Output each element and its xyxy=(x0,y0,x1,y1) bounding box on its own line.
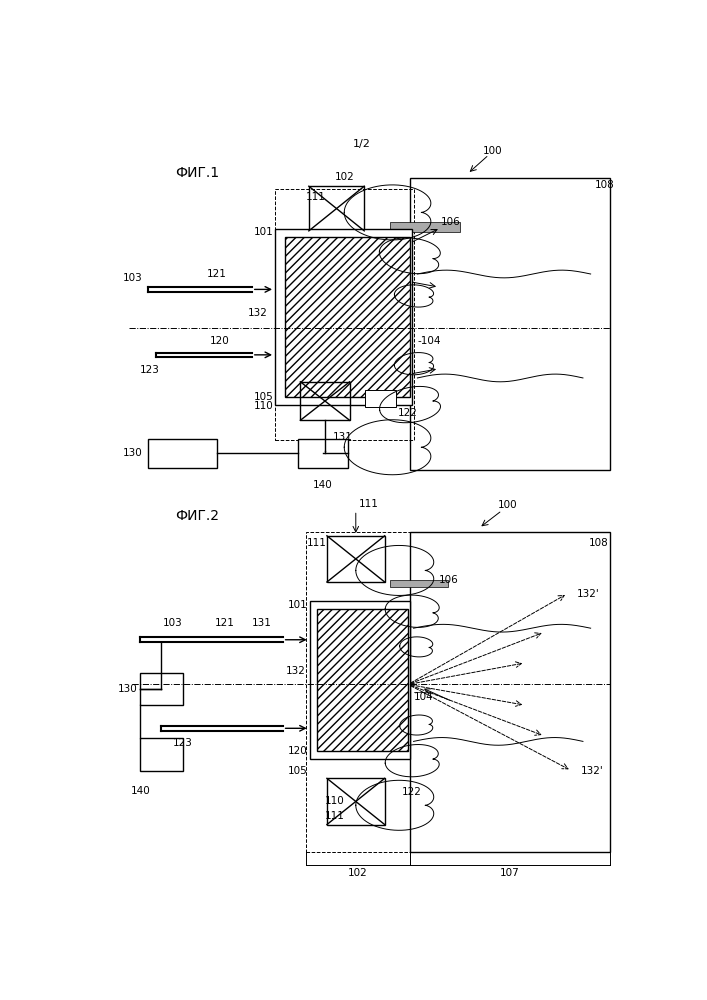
Text: 120: 120 xyxy=(210,336,229,346)
Text: 111: 111 xyxy=(305,192,326,202)
Text: 111: 111 xyxy=(359,499,379,509)
Text: 101: 101 xyxy=(288,600,308,610)
Text: 132': 132' xyxy=(580,766,603,776)
Text: ФИГ.2: ФИГ.2 xyxy=(175,509,219,523)
Text: 132: 132 xyxy=(286,666,305,676)
Text: 132: 132 xyxy=(247,308,267,318)
Text: 1/2: 1/2 xyxy=(353,139,371,149)
Bar xyxy=(310,601,409,759)
Bar xyxy=(140,738,182,771)
Bar xyxy=(305,532,409,852)
Text: 122: 122 xyxy=(402,787,422,797)
Text: 131: 131 xyxy=(252,618,271,628)
Text: 132': 132' xyxy=(577,589,600,599)
Text: 121: 121 xyxy=(215,618,235,628)
Bar xyxy=(327,778,385,825)
Bar xyxy=(327,536,385,582)
Text: 131: 131 xyxy=(333,432,353,442)
Text: 108: 108 xyxy=(595,180,614,190)
Text: 104: 104 xyxy=(414,692,433,702)
Bar xyxy=(365,390,396,407)
Text: 140: 140 xyxy=(312,480,332,490)
Text: 106: 106 xyxy=(440,217,460,227)
Bar xyxy=(409,532,610,852)
Text: 111: 111 xyxy=(325,811,345,821)
Bar xyxy=(409,178,610,470)
Text: 123: 123 xyxy=(173,738,192,748)
Bar xyxy=(317,609,408,751)
Bar xyxy=(148,439,217,468)
Text: 103: 103 xyxy=(123,273,143,283)
Bar xyxy=(390,580,448,587)
Text: 122: 122 xyxy=(398,408,418,418)
Text: 100: 100 xyxy=(483,146,503,156)
Text: 102: 102 xyxy=(348,868,368,878)
Text: 120: 120 xyxy=(288,746,308,756)
Bar xyxy=(300,382,350,420)
Text: 130: 130 xyxy=(118,684,138,694)
Text: 102: 102 xyxy=(334,172,354,182)
Text: 130: 130 xyxy=(123,448,143,458)
Bar xyxy=(285,237,409,397)
Bar xyxy=(298,439,348,468)
Bar xyxy=(140,673,182,705)
Text: -104: -104 xyxy=(417,336,441,346)
Text: 103: 103 xyxy=(163,618,183,628)
Bar xyxy=(309,186,364,231)
Text: 101: 101 xyxy=(254,227,274,237)
Text: 105: 105 xyxy=(254,392,274,402)
Text: 106: 106 xyxy=(439,575,459,585)
Text: ФИГ.1: ФИГ.1 xyxy=(175,166,219,180)
Text: 110: 110 xyxy=(254,401,274,411)
Bar xyxy=(390,222,460,232)
Text: 140: 140 xyxy=(130,786,150,796)
Text: 111: 111 xyxy=(307,538,327,548)
Text: 121: 121 xyxy=(207,269,227,279)
Text: 107: 107 xyxy=(500,868,520,878)
Bar xyxy=(275,189,414,440)
Text: 105: 105 xyxy=(288,766,308,776)
Text: 100: 100 xyxy=(498,500,518,510)
Text: 110: 110 xyxy=(325,796,345,806)
Bar xyxy=(275,229,412,405)
Text: 108: 108 xyxy=(589,538,609,548)
Text: 123: 123 xyxy=(140,365,160,375)
